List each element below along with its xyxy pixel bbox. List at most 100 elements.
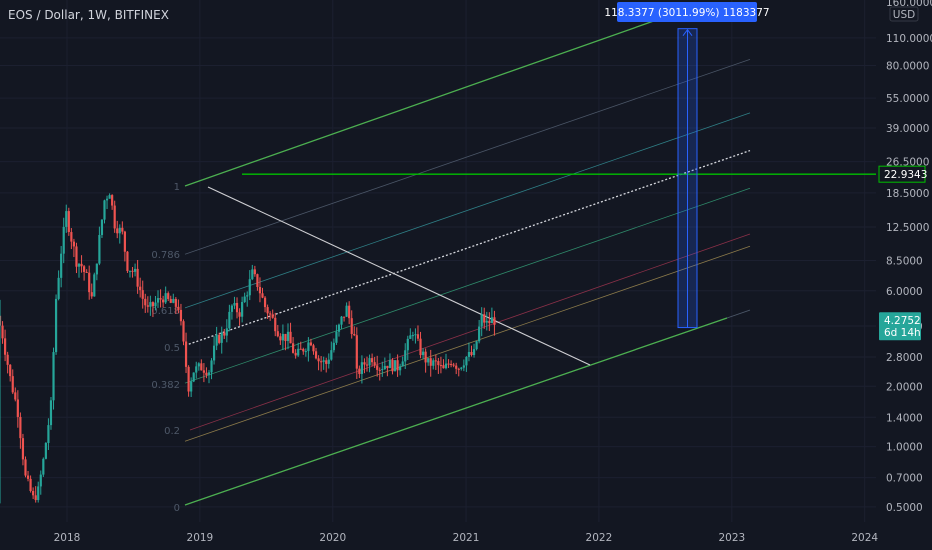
price-tick-label: 2.0000 xyxy=(886,381,923,393)
candle-body xyxy=(373,362,376,366)
candle-body xyxy=(205,372,208,376)
candle-body xyxy=(172,298,175,303)
candle-body xyxy=(478,326,481,342)
candle-body xyxy=(332,342,335,351)
candle-body xyxy=(88,272,91,293)
candle-body xyxy=(83,266,86,272)
time-tick-label: 2022 xyxy=(586,532,613,544)
candle-body xyxy=(146,305,149,307)
candle-body xyxy=(434,360,437,362)
candle-body xyxy=(54,298,58,353)
candle-body xyxy=(85,271,88,273)
candle-body xyxy=(386,365,389,369)
price-tick-label: 1.4000 xyxy=(886,412,923,424)
candle-body xyxy=(414,334,417,336)
candle-body xyxy=(116,228,119,234)
candle-body xyxy=(238,312,241,317)
time-axis-bg xyxy=(0,522,932,550)
candle-body xyxy=(455,365,458,369)
candle-body xyxy=(123,231,126,252)
candle-body xyxy=(490,317,493,324)
candle-body xyxy=(432,360,435,366)
candle-body xyxy=(220,332,223,343)
candle-body xyxy=(409,335,412,339)
price-axis-bg xyxy=(876,0,932,550)
candle-body xyxy=(225,328,228,336)
candle-body xyxy=(442,365,445,369)
fib-level-label: 0.618 xyxy=(151,306,180,317)
candle-body xyxy=(345,305,348,317)
time-tick-label: 2021 xyxy=(453,532,480,544)
candle-body xyxy=(256,274,259,287)
candle-body xyxy=(182,321,185,342)
candle-body xyxy=(159,298,162,300)
candle-body xyxy=(271,314,274,318)
fib-channel-line xyxy=(189,233,751,431)
candle-body xyxy=(304,351,307,353)
candle-body xyxy=(406,338,409,351)
candle-body xyxy=(391,359,394,372)
candle-body xyxy=(383,365,386,369)
candle-body xyxy=(353,333,356,336)
candle-body xyxy=(19,416,22,439)
candle-body xyxy=(325,360,328,364)
fib-channel-line xyxy=(184,245,751,442)
candle-body xyxy=(320,361,323,363)
candle-body xyxy=(121,227,124,232)
candle-body xyxy=(360,362,364,374)
level-badge-text: 22.9343 xyxy=(884,169,927,181)
candle-body xyxy=(16,399,19,417)
fib-level-label: 0.5 xyxy=(164,343,180,354)
candle-body xyxy=(342,316,346,318)
candle-body xyxy=(136,268,139,287)
price-tick-label: 6.0000 xyxy=(886,286,923,298)
currency-box[interactable] xyxy=(889,6,919,22)
candle-body xyxy=(452,364,455,366)
chart-title: EOS / Dollar, 1W, BITFINEX xyxy=(8,8,169,22)
measure-label-box xyxy=(617,2,757,22)
candle-body xyxy=(274,317,277,332)
candle-body xyxy=(113,205,116,229)
candle-body xyxy=(34,495,37,501)
candle-body xyxy=(411,335,414,337)
candle-body xyxy=(322,360,325,362)
time-tick-label: 2023 xyxy=(718,532,745,544)
fib-channel-line xyxy=(184,112,751,309)
candle-body xyxy=(167,293,170,299)
price-tick-label: 18.5000 xyxy=(886,188,929,200)
candle-body xyxy=(195,366,198,373)
candle-body xyxy=(144,298,147,306)
candle-body xyxy=(3,338,7,355)
currency-label[interactable]: USD xyxy=(893,9,915,21)
candle-body xyxy=(335,331,338,343)
level-badge xyxy=(878,165,926,183)
channel-lower-line xyxy=(184,317,728,506)
candle-body xyxy=(355,335,358,369)
candle-body xyxy=(307,342,310,352)
candle-body xyxy=(215,334,218,346)
candle-body xyxy=(243,296,246,303)
candle-body xyxy=(378,369,381,371)
candle-body xyxy=(197,363,200,367)
candle-body xyxy=(475,341,478,350)
candle-body xyxy=(149,302,152,307)
candle-body xyxy=(108,195,111,199)
candle-body xyxy=(24,459,27,476)
candle-body xyxy=(70,232,73,242)
candle-body xyxy=(462,365,465,368)
last-price-text: 4.2752 xyxy=(884,315,921,327)
candle-body xyxy=(57,277,60,299)
candle-body xyxy=(330,350,333,360)
candle-body xyxy=(363,362,366,365)
candle-body xyxy=(52,352,55,401)
time-tick-label: 2019 xyxy=(187,532,214,544)
candle-body xyxy=(162,299,165,303)
candle-body xyxy=(184,341,188,367)
candle-body xyxy=(314,351,318,359)
price-tick-label: 8.5000 xyxy=(886,255,923,267)
candle-body xyxy=(251,269,254,280)
candle-body xyxy=(26,475,30,479)
fib-level-label: 0.2 xyxy=(164,426,180,437)
candle-body xyxy=(202,370,205,373)
